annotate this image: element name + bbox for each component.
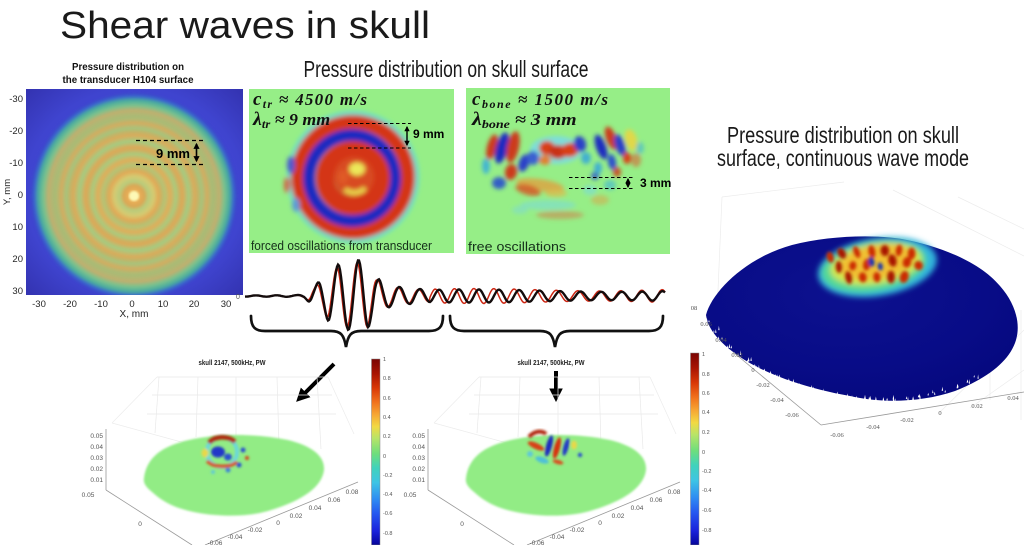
svg-text:10: 10 [12,222,23,233]
svg-text:-0.04: -0.04 [770,397,784,404]
svg-text:0.02: 0.02 [90,466,103,473]
svg-text:0: 0 [18,190,23,201]
svg-text:-0.06: -0.06 [830,432,844,439]
svg-text:9 mm: 9 mm [156,146,190,161]
svg-text:Pressure distribution on skull: Pressure distribution on skull surface [304,56,589,82]
svg-text:-0.6: -0.6 [702,508,711,514]
svg-text:0.8: 0.8 [702,372,710,378]
svg-text:Pressure distribution on skull: Pressure distribution on skull [727,122,959,148]
svg-text:1: 1 [702,352,705,358]
svg-text:Y, mm: Y, mm [2,179,13,205]
svg-text:0.04: 0.04 [631,505,644,512]
svg-text:0.04: 0.04 [309,505,322,512]
svg-text:0.02: 0.02 [971,403,982,410]
svg-text:0.08: 0.08 [346,489,359,496]
svg-text:0: 0 [751,367,754,374]
svg-text:-0.02: -0.02 [570,527,585,534]
svg-text:0: 0 [938,410,941,417]
svg-text:free oscillations: free oscillations [468,240,566,254]
svg-text:-0.04: -0.04 [550,534,565,541]
svg-text:surface, continuous wave mode: surface, continuous wave mode [717,145,969,171]
svg-text:0.6: 0.6 [702,391,710,397]
svg-text:0.01: 0.01 [90,477,103,484]
svg-text:-10: -10 [9,158,23,169]
svg-text:0.03: 0.03 [90,455,103,462]
svg-text:0.05: 0.05 [412,433,425,440]
svg-text:λbone ≈ 3 mm: λbone ≈ 3 mm [471,109,577,130]
svg-text:Pressure distribution on: Pressure distribution on [72,62,184,73]
svg-text:-20: -20 [63,299,77,310]
svg-text:0.04: 0.04 [715,337,727,344]
svg-text:0.03: 0.03 [412,455,425,462]
svg-text:0.06: 0.06 [700,321,712,328]
svg-text:-0.04: -0.04 [228,534,243,541]
svg-text:-0.8: -0.8 [383,531,392,537]
svg-text:forced oscillations from trans: forced oscillations from transducer [251,239,432,253]
svg-text:3 mm: 3 mm [640,176,671,190]
svg-text:0.04: 0.04 [90,444,103,451]
svg-text:08: 08 [691,305,698,312]
svg-text:0.02: 0.02 [412,466,425,473]
svg-text:0.2: 0.2 [702,430,710,436]
svg-text:0.2: 0.2 [383,434,391,440]
svg-text:-0.4: -0.4 [383,492,392,498]
svg-text:-30: -30 [32,299,46,310]
svg-text:0.8: 0.8 [383,376,391,382]
svg-text:-10: -10 [94,299,108,310]
svg-text:-20: -20 [9,126,23,137]
svg-text:0.05: 0.05 [82,492,95,499]
svg-text:the transducer H104 surface: the transducer H104 surface [63,75,194,86]
svg-text:-0.06: -0.06 [785,412,799,419]
svg-text:-0.2: -0.2 [383,473,392,479]
svg-text:λtr ≈ 9 mm: λtr ≈ 9 mm [252,109,330,131]
svg-text:0: 0 [236,294,240,301]
svg-text:0: 0 [702,450,705,456]
svg-text:0.04: 0.04 [412,444,425,451]
svg-text:0.05: 0.05 [90,433,103,440]
svg-text:-0.02: -0.02 [900,417,914,424]
svg-text:0.02: 0.02 [290,513,303,520]
svg-text:-0.02: -0.02 [248,527,263,534]
svg-text:-0.4: -0.4 [702,488,711,494]
svg-text:0.4: 0.4 [702,410,710,416]
svg-text:-0.6: -0.6 [383,511,392,517]
svg-text:0: 0 [276,520,280,527]
svg-text:0.4: 0.4 [383,415,391,421]
svg-text:0.01: 0.01 [412,477,425,484]
svg-text:0.02: 0.02 [612,513,625,520]
svg-text:0.6: 0.6 [383,396,391,402]
svg-text:0: 0 [598,520,602,527]
svg-text:20: 20 [12,254,23,265]
svg-text:skull 2147, 500kHz, PW: skull 2147, 500kHz, PW [199,358,267,367]
svg-text:0: 0 [138,521,142,528]
svg-text:0.06: 0.06 [650,497,663,504]
svg-text:-0.06: -0.06 [208,540,223,545]
svg-text:-0.02: -0.02 [756,382,770,389]
svg-text:0: 0 [460,521,464,528]
svg-text:0: 0 [383,454,386,460]
svg-text:30: 30 [12,286,23,297]
svg-text:30: 30 [221,299,232,310]
svg-text:0.06: 0.06 [328,497,341,504]
svg-text:-0.04: -0.04 [866,424,880,431]
svg-text:-0.2: -0.2 [702,469,711,475]
svg-text:20: 20 [189,299,200,310]
svg-text:1: 1 [383,357,386,363]
svg-text:X, mm: X, mm [120,309,149,320]
svg-text:0.05: 0.05 [404,492,417,499]
svg-text:0.08: 0.08 [668,489,681,496]
svg-text:0.02: 0.02 [731,352,742,359]
svg-text:Shear waves in skull: Shear waves in skull [60,5,430,47]
svg-text:10: 10 [158,299,169,310]
svg-text:0.04: 0.04 [1007,395,1019,402]
svg-text:-30: -30 [9,94,23,105]
svg-text:9 mm: 9 mm [413,127,444,141]
svg-text:0: 0 [129,299,134,310]
svg-text:-0.8: -0.8 [702,528,711,534]
svg-text:skull 2147, 500kHz, PW: skull 2147, 500kHz, PW [518,358,586,367]
svg-text:-0.06: -0.06 [530,540,545,545]
